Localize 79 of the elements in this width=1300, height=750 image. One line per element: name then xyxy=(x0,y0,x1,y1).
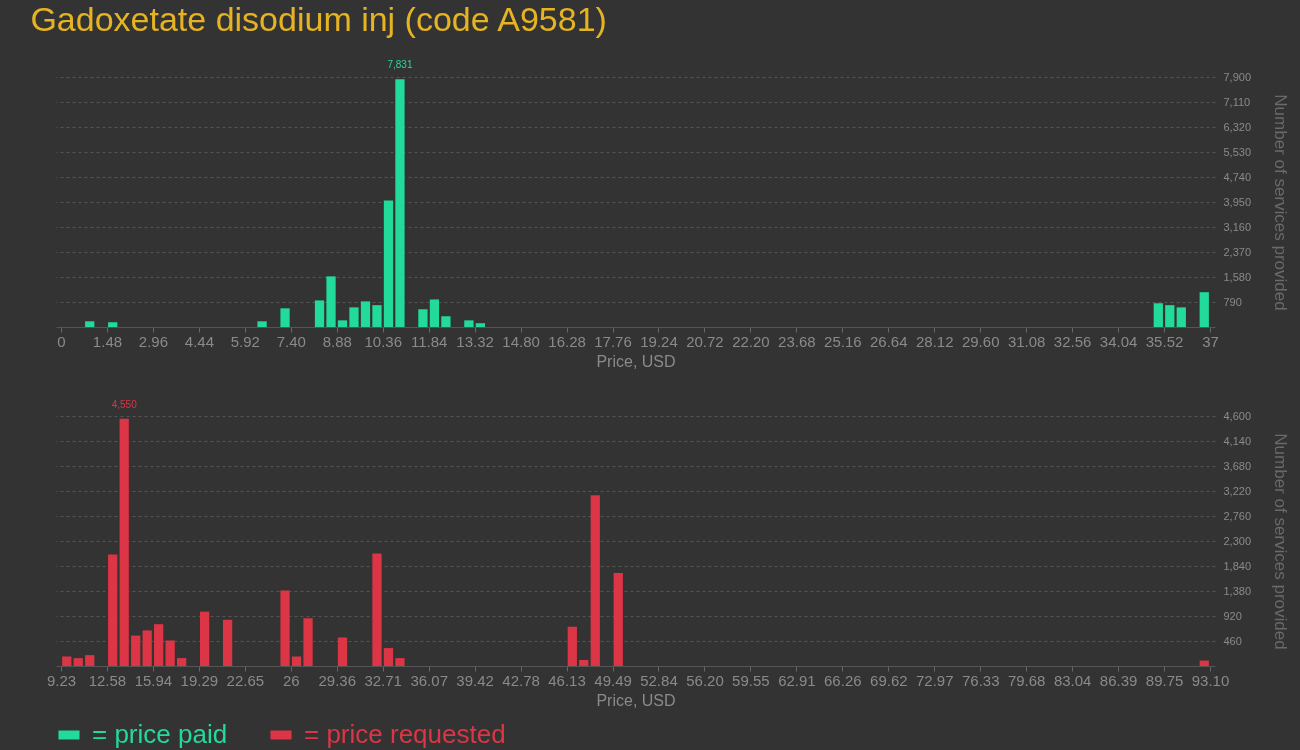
x-tick-label: 5.92 xyxy=(230,332,260,350)
x-tick-label: 34.04 xyxy=(1099,332,1138,350)
x-tick-label: 28.12 xyxy=(915,332,954,350)
x-tick-label: 93.10 xyxy=(1191,671,1230,689)
x-tick-label: 72.97 xyxy=(915,671,954,689)
x-tick-label: 56.20 xyxy=(686,671,724,689)
x-tick-label: 22.65 xyxy=(226,671,265,689)
legend-label: = price requested xyxy=(304,719,506,749)
x-tick-label: 10.36 xyxy=(364,332,402,350)
x-tick-label: 69.62 xyxy=(870,671,908,689)
x-axis-title: Price, USD xyxy=(596,352,676,370)
x-tick-label: 31.08 xyxy=(1007,332,1046,350)
y-tick-label: 3,950 xyxy=(1223,195,1252,208)
x-tick-label: 32.71 xyxy=(364,671,402,689)
x-tick-label: 62.91 xyxy=(778,671,816,689)
x-tick-label: 76.33 xyxy=(961,671,1000,689)
y-tick-label: 5,530 xyxy=(1223,145,1252,158)
y-tick-label: 1,580 xyxy=(1223,270,1252,283)
y-tick-label: 920 xyxy=(1223,609,1242,622)
x-tick-label: 32.56 xyxy=(1053,332,1092,350)
x-tick-label: 26 xyxy=(282,671,300,689)
x-tick-label: 4.44 xyxy=(184,332,214,350)
x-tick-label: 29.36 xyxy=(318,671,357,689)
x-tick-label: 42.78 xyxy=(502,671,540,689)
x-tick-label: 23.68 xyxy=(778,332,816,350)
x-tick-label: 2.96 xyxy=(138,332,169,350)
x-tick-label: 0 xyxy=(57,332,66,350)
y-tick-label: 1,380 xyxy=(1223,584,1252,597)
y-tick-label: 3,160 xyxy=(1223,220,1252,233)
y-tick-label: 7,110 xyxy=(1223,95,1251,108)
x-tick-label: 89.75 xyxy=(1145,671,1184,689)
y-tick-label: 4,740 xyxy=(1223,170,1252,183)
x-tick-label: 37 xyxy=(1202,332,1219,350)
y-tick-label: 4,600 xyxy=(1223,409,1252,422)
x-tick-label: 59.55 xyxy=(732,671,770,689)
x-tick-label: 1.48 xyxy=(92,332,123,350)
x-tick-label: 19.24 xyxy=(640,332,678,350)
x-tick-label: 22.20 xyxy=(732,332,770,350)
x-tick-label: 83.04 xyxy=(1053,671,1092,689)
x-tick-label: 11.84 xyxy=(410,332,448,350)
y-tick-label: 3,220 xyxy=(1223,484,1252,497)
y-tick-label: 790 xyxy=(1223,295,1242,308)
y-tick-label: 460 xyxy=(1223,634,1242,647)
y-tick-label: 1,840 xyxy=(1223,559,1252,572)
x-tick-label: 25.16 xyxy=(824,332,862,350)
y-tick-label: 4,140 xyxy=(1223,434,1252,447)
x-tick-label: 86.39 xyxy=(1099,671,1138,689)
x-tick-label: 26.64 xyxy=(870,332,908,350)
x-tick-label: 14.80 xyxy=(502,332,540,350)
x-tick-label: 49.49 xyxy=(594,671,632,689)
x-tick-label: 15.94 xyxy=(134,671,173,689)
x-tick-label: 36.07 xyxy=(410,671,448,689)
x-tick-label: 20.72 xyxy=(686,332,724,350)
data-label: 4,550 xyxy=(111,398,138,410)
y-tick-label: 2,370 xyxy=(1223,245,1252,258)
x-tick-label: 35.52 xyxy=(1145,332,1184,350)
x-tick-label: 13.32 xyxy=(456,332,494,350)
x-tick-label: 52.84 xyxy=(640,671,678,689)
x-tick-label: 29.60 xyxy=(961,332,1000,350)
data-label: 7,831 xyxy=(387,59,413,71)
x-tick-label: 12.58 xyxy=(88,671,127,689)
y-tick-label: 6,320 xyxy=(1223,120,1252,133)
x-tick-label: 16.28 xyxy=(548,332,586,350)
x-tick-label: 17.76 xyxy=(594,332,632,350)
chart-title: Gadoxetate disodium inj (code A9581) xyxy=(30,0,607,39)
x-tick-label: 7.40 xyxy=(276,332,306,350)
y-tick-label: 2,300 xyxy=(1223,534,1252,547)
x-tick-label: 66.26 xyxy=(824,671,862,689)
x-tick-label: 79.68 xyxy=(1007,671,1046,689)
x-tick-label: 46.13 xyxy=(548,671,586,689)
x-tick-label: 19.29 xyxy=(180,671,219,689)
x-tick-label: 39.42 xyxy=(456,671,494,689)
x-axis-title: Price, USD xyxy=(596,691,676,709)
y-tick-label: 7,900 xyxy=(1223,70,1252,83)
legend-label: = price paid xyxy=(92,719,228,749)
y-tick-label: 3,680 xyxy=(1223,459,1252,472)
y-tick-label: 2,760 xyxy=(1223,509,1252,522)
x-tick-label: 8.88 xyxy=(322,332,352,350)
x-tick-label: 9.23 xyxy=(46,671,77,689)
